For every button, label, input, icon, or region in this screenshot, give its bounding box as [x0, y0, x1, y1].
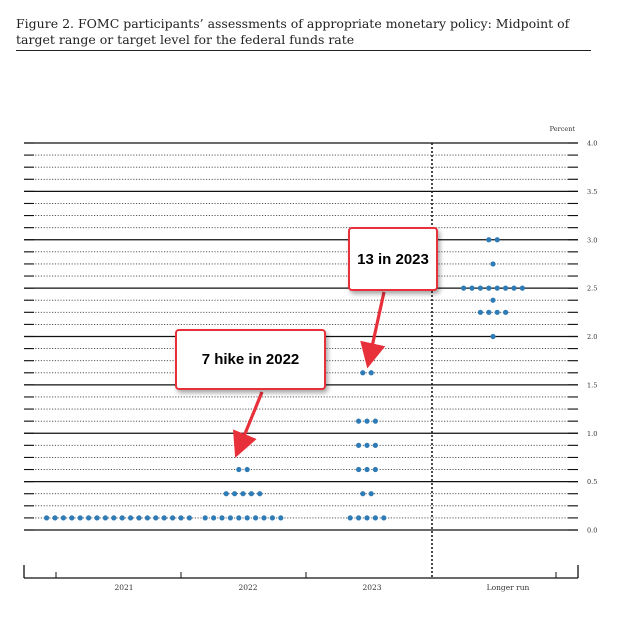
data-dot — [60, 515, 66, 521]
data-dot — [486, 309, 492, 315]
data-dot — [490, 297, 496, 303]
data-dot — [519, 285, 526, 291]
data-dot — [186, 515, 192, 521]
data-dot — [372, 515, 378, 521]
data-dot — [469, 285, 475, 291]
data-dot — [364, 418, 370, 424]
data-dot — [360, 370, 366, 376]
data-dot — [372, 466, 378, 473]
data-dot — [111, 515, 117, 521]
data-dot — [511, 285, 517, 291]
grid-lines — [24, 142, 578, 531]
data-dot — [44, 515, 50, 521]
x-tick-label: 2021 — [114, 583, 133, 592]
data-dot — [144, 515, 150, 521]
data-dot — [503, 309, 509, 315]
y-tick-label: 0.5 — [587, 478, 597, 486]
x-tick-label: 2023 — [362, 583, 381, 592]
data-dot — [248, 491, 254, 497]
data-dot — [261, 515, 267, 521]
data-dot — [368, 370, 374, 376]
y-tick-label: 0.0 — [587, 527, 597, 535]
data-dot — [236, 466, 242, 473]
data-dot — [178, 515, 184, 521]
data-dot — [244, 515, 250, 521]
data-dot — [372, 418, 378, 424]
data-dot — [356, 515, 362, 521]
y-tick-label: 1.5 — [587, 381, 597, 389]
x-tick-label: 2022 — [238, 583, 257, 592]
data-dot — [461, 285, 467, 291]
data-dot — [278, 515, 284, 521]
data-dot — [364, 442, 370, 448]
x-axis — [23, 565, 579, 579]
y-tick-label: 4.0 — [587, 140, 597, 148]
data-dot — [364, 466, 370, 473]
data-dot — [102, 515, 108, 521]
data-dot — [494, 309, 500, 315]
data-dot — [52, 515, 58, 521]
data-dot — [477, 285, 483, 291]
data-dot — [170, 515, 176, 521]
data-dot — [347, 515, 353, 521]
y-tick-label: 2.5 — [587, 285, 597, 293]
data-dot — [356, 442, 362, 448]
data-dot — [136, 515, 142, 521]
data-dot — [356, 466, 362, 473]
data-dot — [223, 491, 229, 497]
data-dot — [253, 515, 259, 521]
data-dot — [368, 491, 374, 497]
annotation-callout-2022: 7 hike in 2022 — [175, 329, 326, 390]
data-dot — [202, 515, 208, 521]
data-dot — [364, 515, 370, 521]
annotation-arrows — [232, 291, 386, 458]
y-tick-label: 3.0 — [587, 236, 597, 244]
data-dot — [269, 515, 275, 521]
data-dot — [356, 418, 362, 424]
figure-title: Figure 2. FOMC participants’ assessments… — [16, 16, 570, 47]
data-dot — [486, 237, 492, 243]
data-dot — [494, 285, 500, 291]
data-dot — [128, 515, 134, 521]
data-dot — [94, 515, 100, 521]
y-tick-label: 3.5 — [587, 188, 597, 196]
data-dot — [486, 285, 492, 291]
data-dot — [372, 442, 378, 448]
data-dot — [227, 515, 233, 521]
data-dot — [211, 515, 217, 521]
data-dot — [161, 515, 167, 521]
x-tick-label: Longer run — [487, 583, 530, 592]
data-dot — [69, 515, 75, 521]
data-dot — [240, 491, 246, 497]
annotation-callout-2023: 13 in 2023 — [348, 227, 438, 291]
data-dot — [86, 515, 92, 521]
data-dot — [119, 515, 125, 521]
data-dot — [490, 333, 496, 340]
y-tick-label: 1.0 — [587, 430, 597, 438]
annotation-arrow — [360, 291, 386, 369]
data-dot — [257, 491, 263, 497]
data-dots — [44, 237, 526, 521]
data-dot — [477, 309, 483, 315]
y-axis-label: Percent — [550, 125, 576, 133]
y-tick-label: 2.0 — [587, 333, 597, 341]
data-dot — [236, 515, 242, 521]
data-dot — [219, 515, 225, 521]
data-dot — [244, 466, 250, 473]
title-rule — [16, 50, 591, 51]
x-tick-labels: 2021 2022 2023 Longer run — [114, 583, 529, 592]
data-dot — [503, 285, 509, 291]
data-dot — [494, 237, 500, 243]
data-dot — [381, 515, 387, 521]
annotation-arrow — [232, 391, 264, 458]
y-tick-labels: 0.0 0.5 1.0 1.5 2.0 2.5 3.0 3.5 4.0 — [587, 140, 597, 535]
data-dot — [490, 261, 496, 267]
data-dot — [77, 515, 83, 521]
data-dot — [232, 491, 238, 497]
data-dot — [360, 491, 366, 497]
data-dot — [153, 515, 159, 521]
